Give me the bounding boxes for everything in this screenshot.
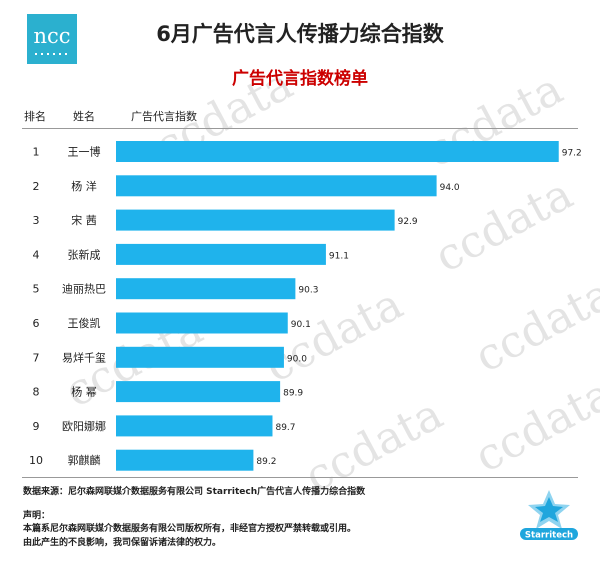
bar	[116, 346, 284, 368]
bar	[116, 449, 254, 471]
bar	[116, 141, 559, 162]
rank-label: 8	[33, 386, 40, 399]
category-label: 欧阳娜娜	[62, 419, 106, 433]
data-label: 94.0	[440, 183, 460, 193]
statement-title: 声明：	[23, 511, 51, 521]
category-label: 杨 幂	[71, 385, 97, 399]
header-rank: 排名	[24, 110, 46, 123]
category-label: 王俊凯	[68, 316, 101, 330]
statement-line: 本篇系尼尔森网联媒介数据服务有限公司版权所有，非经官方授权严禁转载或引用。	[23, 524, 357, 534]
rank-label: 10	[29, 454, 43, 467]
ncc-logo: ncc	[27, 14, 77, 64]
category-label: 迪丽热巴	[62, 283, 106, 296]
header-value: 广告代言指数	[131, 110, 197, 123]
rank-label: 6	[33, 317, 40, 330]
rank-label: 9	[33, 420, 40, 433]
data-source: 数据来源：尼尔森网联媒介数据服务有限公司 Starritech广告代言人传播力综…	[23, 487, 366, 497]
rank-label: 3	[33, 214, 40, 227]
data-label: 89.2	[256, 457, 276, 467]
bar	[116, 415, 273, 437]
data-label: 89.7	[275, 423, 295, 433]
category-label: 宋 茜	[71, 213, 97, 227]
star-icon: Starritech	[520, 490, 578, 541]
header-rule	[22, 128, 578, 129]
category-label: 郭麒麟	[68, 453, 101, 467]
brand-text: Starritech	[525, 531, 573, 541]
statement-line: 由此产生的不良影响，我司保留诉诸法律的权力。	[23, 538, 222, 548]
rank-label: 1	[33, 146, 40, 159]
data-label: 97.2	[562, 149, 582, 159]
rank-label: 7	[33, 351, 40, 364]
rank-label: 4	[33, 248, 40, 261]
data-label: 91.1	[329, 251, 349, 261]
data-label: 89.9	[283, 389, 303, 399]
category-label: 杨 洋	[71, 179, 97, 193]
category-label: 张新成	[68, 247, 101, 261]
bar	[116, 243, 326, 265]
bar	[116, 278, 296, 300]
chart-title: 6月广告代言人传播力综合指数	[156, 22, 444, 46]
bar	[116, 209, 395, 231]
bar	[116, 381, 281, 403]
category-label: 易烊千玺	[62, 350, 106, 364]
footer-rule	[22, 477, 578, 478]
header-name: 姓名	[73, 110, 95, 123]
category-label: 王一博	[68, 146, 101, 159]
rank-label: 2	[33, 180, 40, 193]
bar	[116, 175, 437, 197]
chart-subtitle: 广告代言指数榜单	[232, 69, 368, 89]
logo-dots	[35, 53, 69, 55]
starritech-logo: Starritech	[518, 488, 580, 542]
data-label: 90.3	[298, 286, 318, 296]
data-label: 90.0	[287, 354, 307, 364]
data-label: 92.9	[398, 217, 418, 227]
data-label: 90.1	[291, 320, 311, 330]
bar	[116, 312, 288, 334]
logo-text: ncc	[33, 24, 71, 48]
rank-label: 5	[33, 283, 40, 296]
